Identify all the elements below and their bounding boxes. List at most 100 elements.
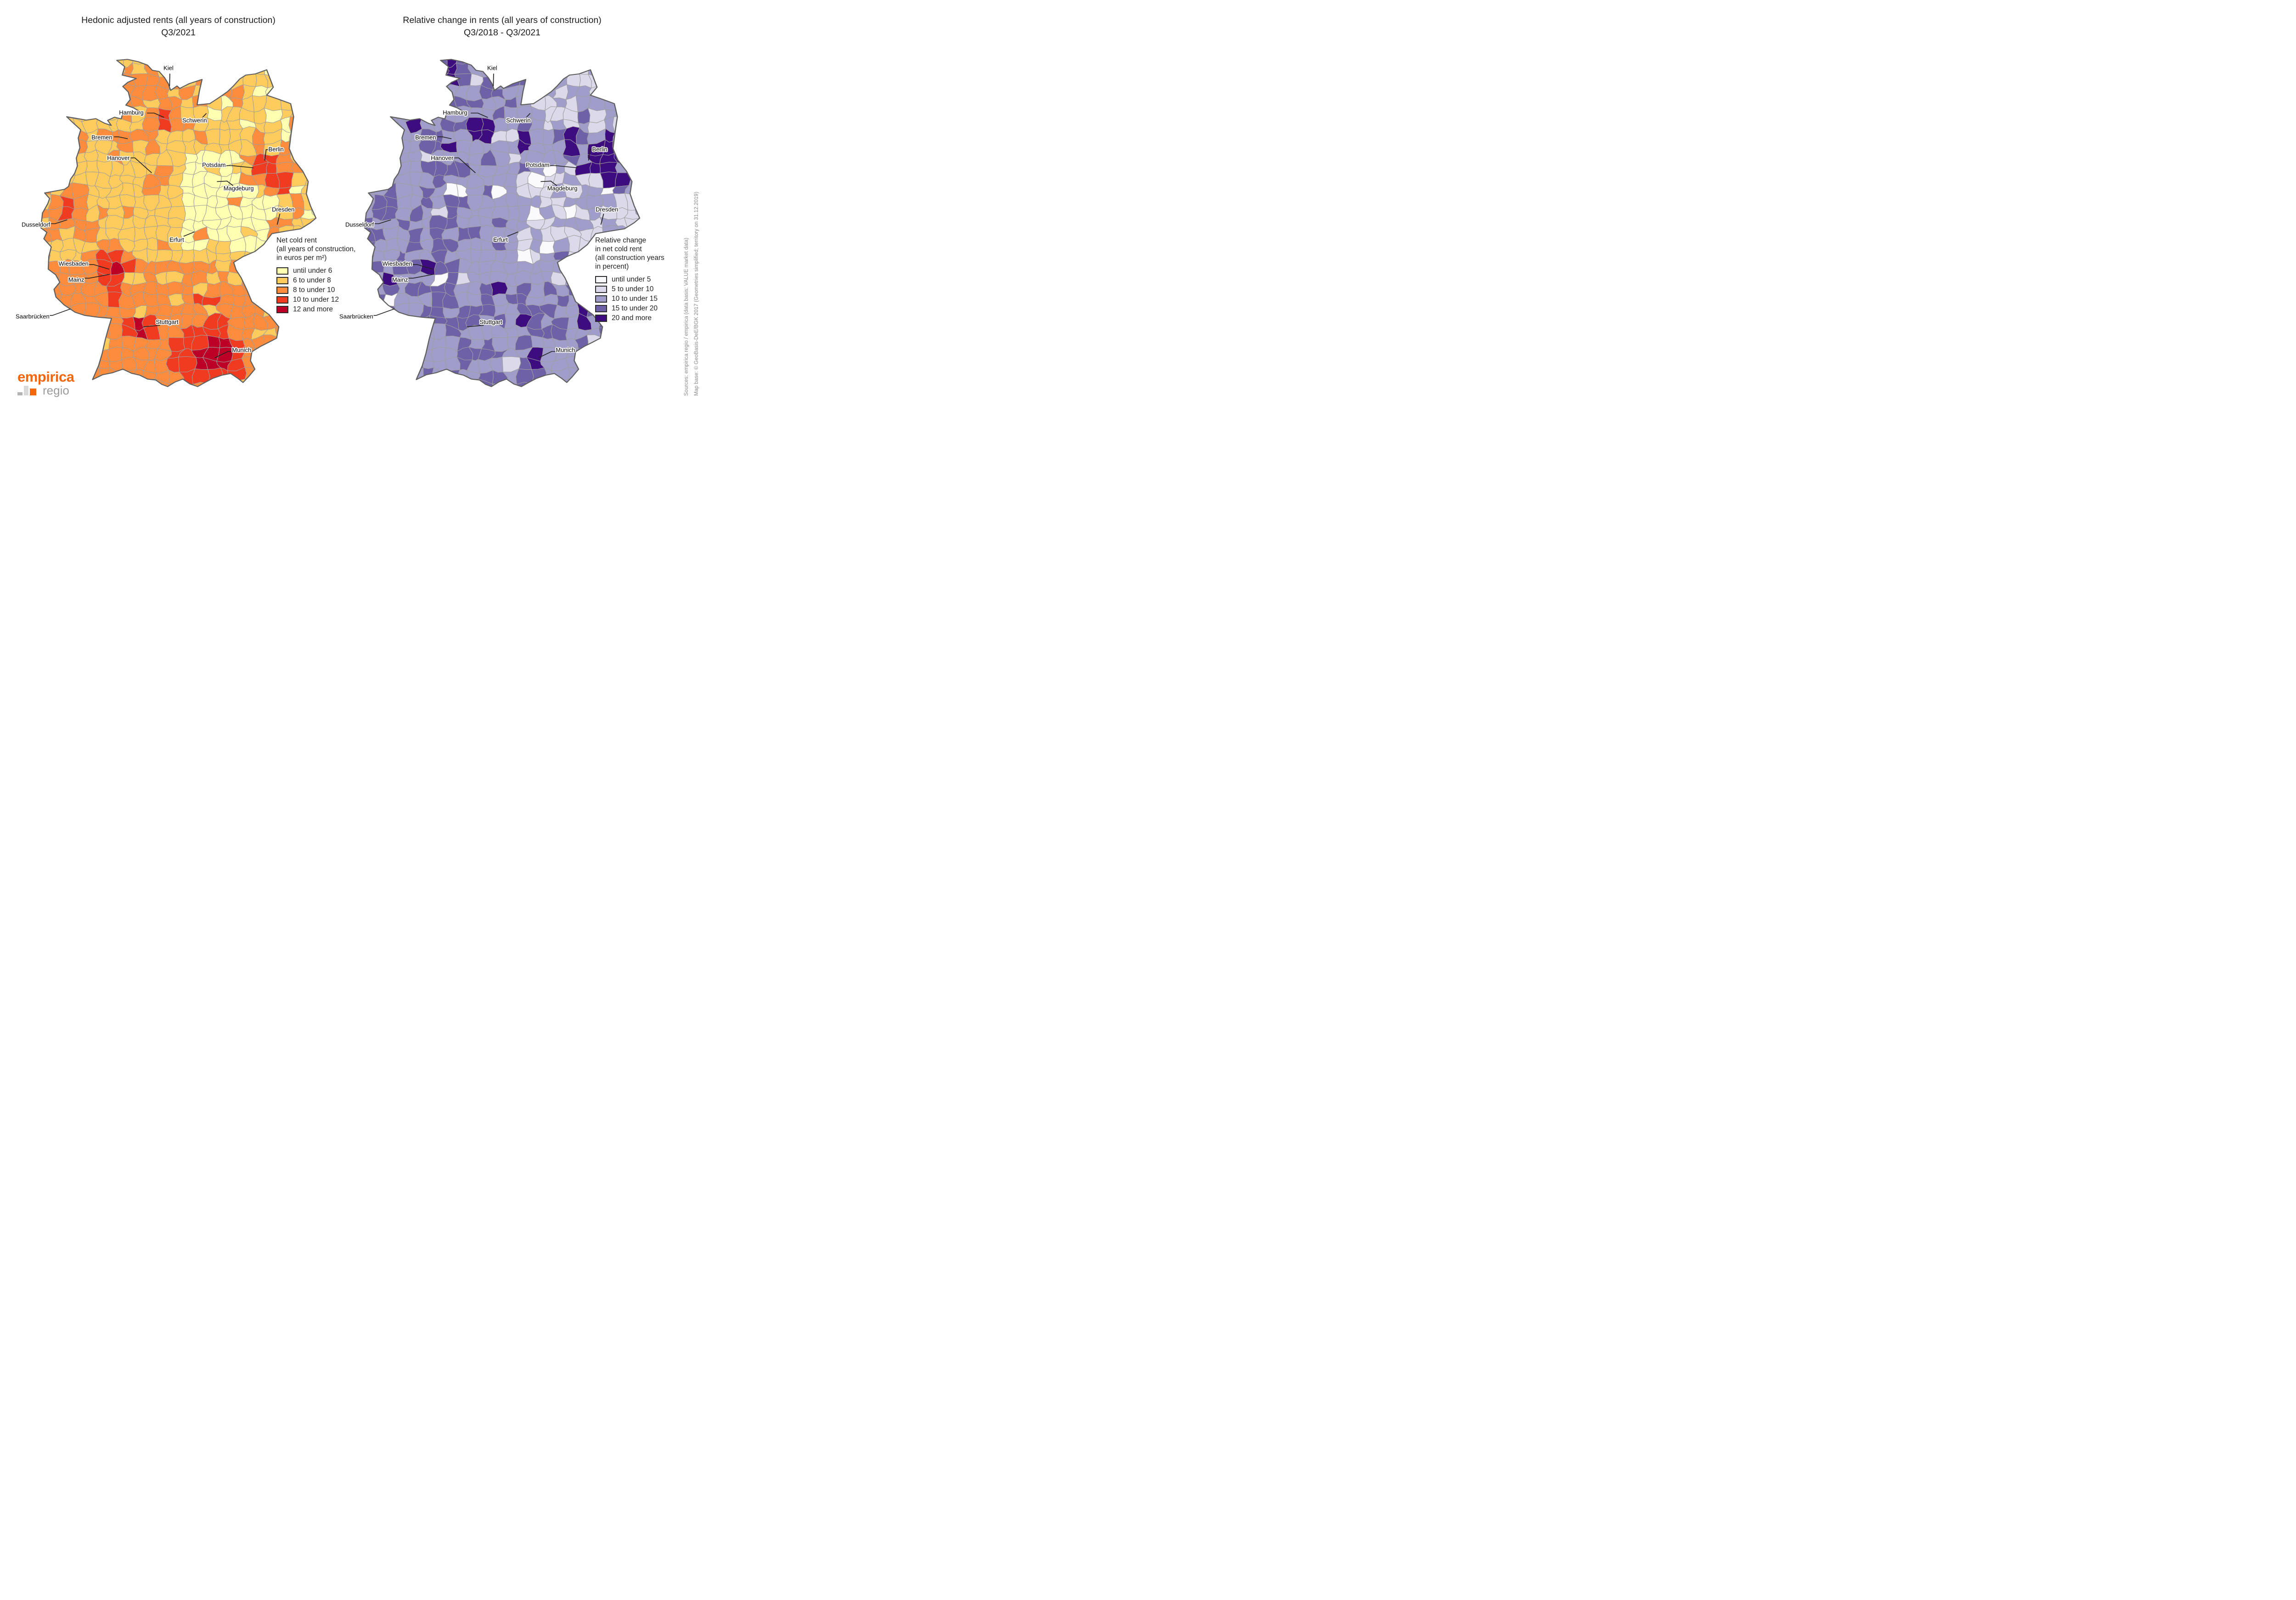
district-cell <box>624 62 639 78</box>
city-label: Potsdam <box>202 161 226 169</box>
district-cell <box>637 347 640 358</box>
city-leader-line <box>47 308 71 316</box>
district-cell <box>346 359 362 372</box>
district-cell <box>384 312 398 330</box>
district-cell <box>566 392 580 402</box>
legend-title-line: in euros per m²) <box>276 254 327 262</box>
logo-bar-chart-icon <box>24 386 28 395</box>
district-cell <box>302 316 316 330</box>
district-cell <box>453 380 471 387</box>
legend-title-line: (all construction years <box>595 254 664 262</box>
district-cell <box>299 75 316 91</box>
district-cell <box>243 235 257 253</box>
district-cell <box>313 95 316 108</box>
city-leader-line <box>147 113 164 118</box>
city-label: Bremen <box>415 134 436 141</box>
district-cell <box>368 357 387 373</box>
district-cell <box>349 122 361 133</box>
district-cell <box>180 401 191 402</box>
district-cell <box>40 345 52 362</box>
district-cell <box>23 264 40 274</box>
district-cell <box>564 59 582 69</box>
district-cell <box>142 401 158 402</box>
district-cell <box>443 391 460 402</box>
district-cell <box>626 118 640 132</box>
district-cell <box>624 59 640 66</box>
district-cell <box>364 186 377 196</box>
district-cell <box>22 65 39 79</box>
district-cell <box>71 86 87 100</box>
district-cell <box>396 65 409 75</box>
district-cell <box>506 393 521 402</box>
district-cell <box>393 400 407 402</box>
district-cell <box>600 372 616 383</box>
city-leader-line <box>114 136 128 139</box>
district-cell <box>60 336 78 349</box>
district-cell <box>410 347 421 362</box>
legend-title-line: Net cold rent <box>276 237 317 244</box>
city-label: Mainz <box>392 276 408 283</box>
district-cell <box>590 44 606 57</box>
district-cell <box>83 64 100 77</box>
district-cell <box>637 118 640 134</box>
district-cell <box>207 335 220 349</box>
district-cell <box>300 209 316 220</box>
district-cell <box>623 89 640 98</box>
district-cell <box>315 153 316 167</box>
left-map-title: Hedonic adjusted rents (all years of con… <box>41 14 316 39</box>
district-cell <box>384 328 400 339</box>
district-cell <box>580 283 594 295</box>
district-cell <box>40 59 49 66</box>
germany-map-svg-right <box>346 44 653 402</box>
district-cell <box>593 391 602 402</box>
district-cell <box>203 44 217 56</box>
district-cell <box>83 389 100 402</box>
district-cell <box>637 131 640 141</box>
district-cell <box>599 391 617 402</box>
district-cell <box>50 400 61 402</box>
district-cell <box>371 390 385 402</box>
district-cell <box>504 62 518 75</box>
district-cell <box>96 59 111 66</box>
district-cell <box>98 74 107 90</box>
district-cell <box>25 271 34 284</box>
city-leader-line <box>214 351 233 358</box>
district-cell <box>314 314 316 327</box>
district-cell <box>364 108 370 123</box>
district-cell <box>81 332 99 349</box>
district-cell <box>289 369 306 384</box>
district-cell <box>22 350 39 362</box>
district-cell <box>74 379 88 387</box>
district-cell <box>287 351 304 361</box>
district-cell <box>427 73 449 88</box>
district-cell <box>40 151 52 167</box>
district-cell <box>315 138 316 155</box>
district-cell <box>278 84 294 101</box>
district-cell <box>350 186 363 196</box>
district-cell <box>119 400 136 402</box>
choropleth-map-rents: Kiel Hamburg Schwerin Bremen Berlin Hanover Po… <box>5 44 330 402</box>
district-cell <box>349 44 362 56</box>
sources-attribution: Sources: empirica regio / empirica (data… <box>684 237 689 396</box>
district-cell <box>40 62 49 78</box>
district-cell <box>616 44 628 56</box>
district-cell <box>381 390 399 401</box>
district-cell <box>278 357 290 373</box>
district-cell <box>276 45 294 57</box>
district-cell <box>364 345 376 362</box>
district-cell <box>432 59 448 69</box>
district-cell <box>432 400 445 402</box>
district-cell <box>650 195 653 206</box>
district-cell <box>518 44 533 56</box>
legend-class-label: 10 to under 12 <box>293 295 339 304</box>
district-cell <box>303 105 316 120</box>
left-map-title-line1: Hedonic adjusted rents (all years of con… <box>81 15 276 25</box>
district-cell <box>168 337 186 352</box>
district-cell <box>397 346 413 364</box>
district-cell <box>507 206 520 221</box>
legend-swatch <box>595 285 607 293</box>
district-cell <box>277 65 294 79</box>
district-cell <box>371 73 387 88</box>
legend-swatch <box>595 276 607 283</box>
district-cell <box>626 44 642 57</box>
